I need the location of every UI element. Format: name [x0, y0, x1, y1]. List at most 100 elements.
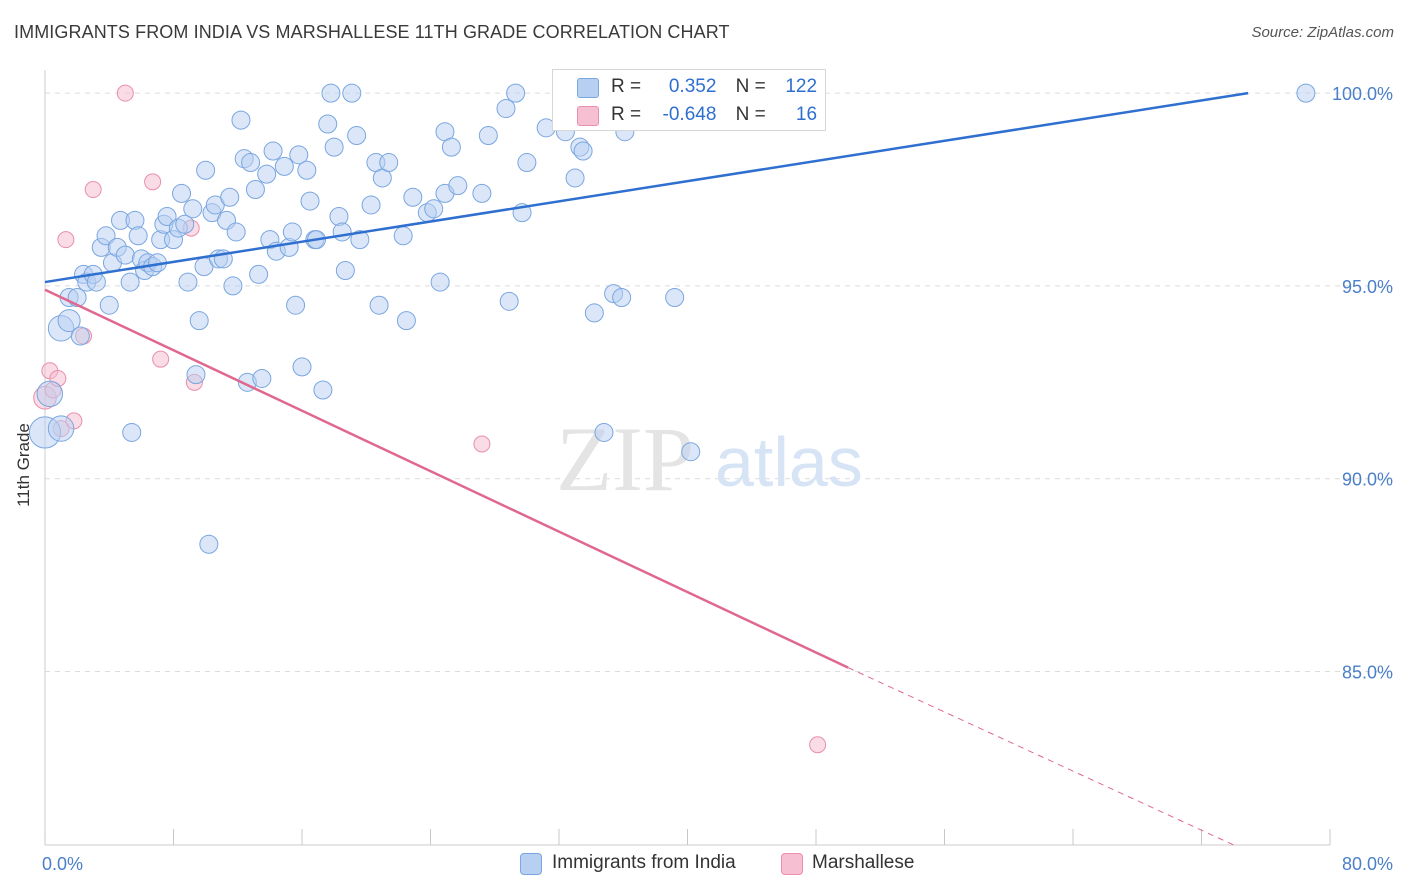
india-point	[448, 176, 468, 196]
india-point	[199, 534, 219, 554]
india-point	[573, 141, 593, 161]
india-point	[584, 303, 604, 323]
legend-n-label: N =	[735, 104, 766, 125]
india-point	[332, 222, 352, 242]
legend-n-value: 16	[795, 104, 818, 125]
india-trend-line	[44, 91, 1249, 284]
india-point	[115, 245, 135, 265]
india-point	[241, 153, 261, 173]
india-point	[403, 187, 423, 207]
legend-swatch-marshallese	[577, 106, 599, 126]
y-tick-label: 85.0%	[1342, 662, 1393, 682]
marshallese-trend-extension	[847, 667, 1234, 846]
india-point	[300, 191, 320, 211]
india-point	[1296, 83, 1316, 103]
india-point	[441, 137, 461, 157]
india-point	[565, 168, 585, 188]
india-point	[125, 210, 145, 230]
axes	[44, 70, 1331, 846]
marshallese-point	[57, 231, 75, 249]
x-tick-label: 0.0%	[42, 854, 83, 874]
india-point	[189, 311, 209, 331]
legend-n-value: 122	[785, 76, 818, 97]
india-point	[252, 368, 272, 388]
gridlines	[45, 92, 1395, 672]
india-point	[292, 357, 312, 377]
marshallese-trend-line	[44, 288, 849, 669]
india-point	[681, 442, 701, 462]
india-point	[231, 110, 251, 130]
marshallese-point	[473, 435, 491, 453]
india-point	[36, 380, 64, 408]
india-point	[249, 264, 269, 284]
y-tick-label: 90.0%	[1342, 470, 1393, 490]
legend-swatch-india	[577, 78, 599, 98]
bottom-legend-marshallese: Marshallese	[812, 852, 915, 873]
india-point	[183, 199, 203, 219]
india-point	[318, 114, 338, 134]
india-point	[594, 422, 614, 442]
trend-lines	[44, 91, 1249, 846]
legend-box: R = 0.352 N = 122 R = -0.648 N = 16	[552, 69, 826, 131]
india-point	[393, 226, 413, 246]
legend-r-label: R =	[611, 104, 642, 125]
legend-n-label: N =	[735, 76, 766, 97]
india-point	[257, 164, 277, 184]
india-point	[99, 295, 119, 315]
legend-r-value: -0.648	[662, 104, 717, 125]
watermark-zip: ZIP	[556, 408, 694, 510]
india-point	[517, 153, 537, 173]
india-point	[350, 230, 370, 250]
india-point	[506, 83, 526, 103]
india-point	[472, 183, 492, 203]
india-point	[220, 187, 240, 207]
india-point	[335, 260, 355, 280]
source-label: Source: ZipAtlas.com	[1251, 24, 1394, 41]
india-point	[396, 311, 416, 331]
india-point	[279, 237, 299, 257]
india-point	[342, 83, 362, 103]
india-point	[478, 126, 498, 146]
india-point	[379, 153, 399, 173]
bottom-legend-swatch-india	[520, 853, 542, 875]
india-point	[499, 291, 519, 311]
india-point	[70, 326, 90, 346]
india-point	[172, 183, 192, 203]
y-tick-label: 95.0%	[1342, 277, 1393, 297]
india-point	[196, 160, 216, 180]
india-point	[274, 156, 294, 176]
marshallese-point	[84, 181, 102, 199]
india-point	[430, 272, 450, 292]
india-point	[186, 365, 206, 385]
india-point	[324, 137, 344, 157]
bottom-legend-swatch-marshallese	[781, 853, 803, 875]
x-tick-label: 80.0%	[1342, 854, 1393, 874]
india-point	[263, 141, 283, 161]
marshallese-point	[809, 736, 827, 754]
india-point	[369, 295, 389, 315]
india-point	[223, 276, 243, 296]
india-point	[157, 207, 177, 227]
marshallese-point	[116, 84, 134, 102]
india-point	[96, 226, 116, 246]
india-point	[175, 214, 195, 234]
india-point	[178, 272, 198, 292]
india-point	[57, 309, 81, 333]
india-point	[47, 415, 75, 442]
india-point	[128, 226, 148, 246]
india-point	[289, 145, 309, 165]
india-point	[329, 207, 349, 227]
bottom-legend-india: Immigrants from India	[552, 852, 736, 873]
india-point	[297, 160, 317, 180]
india-point	[122, 422, 142, 442]
india-point	[321, 83, 341, 103]
india-point	[361, 195, 381, 215]
chart-title: IMMIGRANTS FROM INDIA VS MARSHALLESE 11T…	[14, 22, 730, 42]
india-point	[120, 272, 140, 292]
marshallese-point	[152, 350, 170, 368]
legend-r-value: 0.352	[668, 76, 717, 97]
india-point	[226, 222, 246, 242]
y-tick-label: 100.0%	[1332, 84, 1393, 104]
watermark-atlas: atlas	[715, 423, 863, 501]
